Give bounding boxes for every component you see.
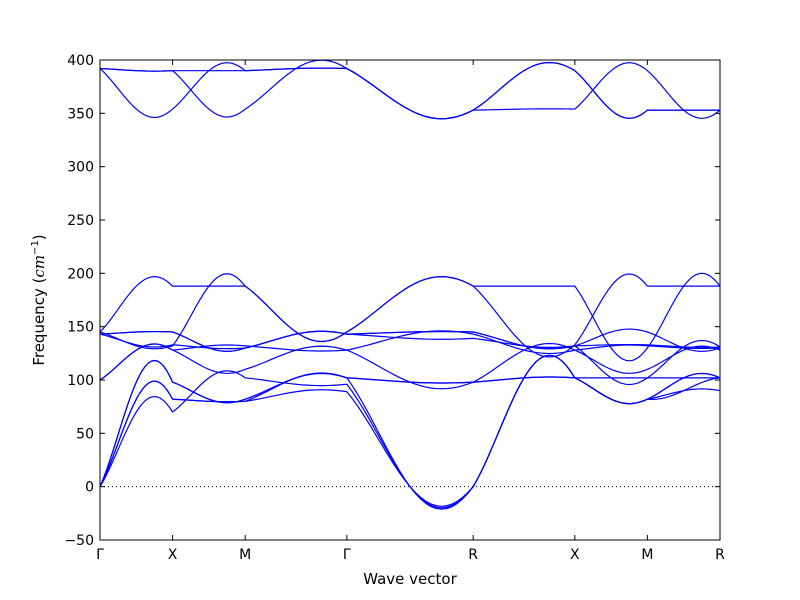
phonon-band-5: [100, 354, 720, 509]
phonon-band-10: [100, 330, 720, 350]
phonon-band-12: [100, 273, 720, 358]
y-tick-label: 200: [67, 266, 94, 282]
phonon-band-9: [100, 330, 720, 386]
y-axis-label: Frequency (cm−1): [30, 234, 48, 365]
y-tick-label: 400: [67, 53, 94, 69]
band-lines: [100, 60, 720, 510]
x-tick-label: Γ: [96, 547, 104, 563]
y-tick-label: −50: [64, 533, 94, 549]
y-tick-label: 0: [85, 480, 94, 496]
y-axis-label-text: Frequency (: [30, 278, 48, 366]
y-axis-label-unit: cm: [30, 255, 48, 278]
x-tick-label: X: [570, 547, 580, 563]
y-tick-label: 50: [76, 426, 94, 442]
phonon-band-6: [100, 342, 720, 390]
y-tick-label: 250: [67, 213, 94, 229]
y-axis-label-exponent: −1: [30, 240, 41, 255]
x-tick-label: M: [239, 547, 251, 563]
x-tick-label: X: [168, 547, 178, 563]
x-tick-label: R: [468, 547, 478, 563]
plot-area: [100, 60, 720, 510]
axes-frame: [99, 59, 721, 541]
x-tick-label: M: [641, 547, 653, 563]
y-tick-label: 150: [67, 320, 94, 336]
y-axis-label-close: ): [30, 234, 48, 240]
y-tick-label: 300: [67, 160, 94, 176]
x-axis-label: Wave vector: [363, 570, 457, 588]
y-tick-label: 100: [67, 373, 94, 389]
phonon-band-15: [100, 61, 720, 120]
x-tick-label: Γ: [343, 547, 351, 563]
y-tick-label: 350: [67, 106, 94, 122]
x-tick-label: R: [715, 547, 725, 563]
y-tick-labels: −50 0 50 100 150 200 250 300 350 400: [64, 53, 94, 549]
